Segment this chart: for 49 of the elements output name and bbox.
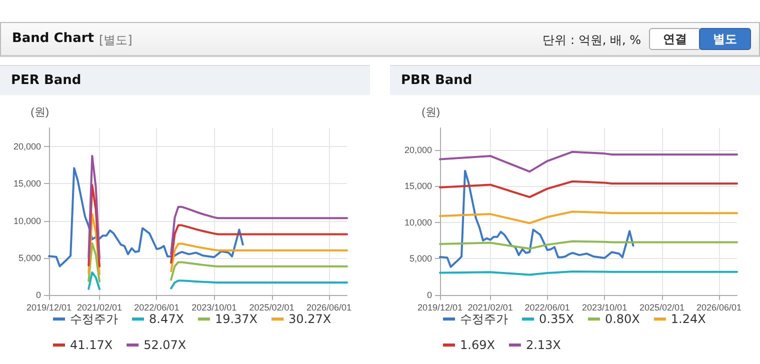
legend-label: 1.24X xyxy=(670,312,706,326)
y-tick-label: 10,000 xyxy=(13,216,41,226)
y-tick-label: 20,000 xyxy=(13,142,41,152)
legend-label: 1.69X xyxy=(460,338,495,352)
y-tick-label: 0 xyxy=(36,290,41,300)
y-tick-label: 15,000 xyxy=(13,178,41,189)
legend-label: 19.37X xyxy=(214,312,258,326)
x-tick-label: 2021/02/01 xyxy=(468,302,513,312)
text: 연결 xyxy=(649,28,701,50)
x-tick-label: 2026/06/01 xyxy=(696,302,742,312)
y-axis-title: (원) xyxy=(422,106,440,118)
x-tick-label: 2019/12/01 xyxy=(26,302,72,312)
line-series xyxy=(439,170,634,268)
legend-label: 52.07X xyxy=(144,338,186,352)
legend-label: 30.27X xyxy=(288,312,332,326)
text: 별도 xyxy=(699,28,751,50)
y-tick-label: 10,000 xyxy=(404,217,432,228)
line-series xyxy=(48,167,244,268)
y-tick-label: 20,000 xyxy=(404,144,432,155)
legend-label: 8.47X xyxy=(149,312,184,326)
legend-label: 0.35X xyxy=(539,312,574,326)
chart-title: PBR Band xyxy=(401,73,472,88)
text: [별도] xyxy=(99,32,132,49)
x-tick-label: 2025/02/01 xyxy=(639,302,685,312)
x-tick-label: 2022/06/01 xyxy=(134,302,180,312)
legend-label: 수정주가 xyxy=(460,312,508,326)
y-tick-label: 5,000 xyxy=(409,254,432,264)
line-series xyxy=(439,210,738,224)
line-series xyxy=(439,150,738,173)
line-series xyxy=(439,240,738,250)
y-tick-label: 5,000 xyxy=(18,252,41,263)
x-tick-label: 2026/06/01 xyxy=(306,302,352,312)
text: Band Chart xyxy=(12,31,94,46)
x-tick-label: 2023/10/01 xyxy=(582,302,628,312)
y-tick-label: 15,000 xyxy=(404,181,432,192)
x-tick-label: 2019/12/01 xyxy=(417,302,463,312)
y-axis-title: (원) xyxy=(30,106,49,118)
x-tick-label: 2023/10/01 xyxy=(192,302,237,312)
x-tick-label: 2022/06/01 xyxy=(524,302,570,312)
chart-title: PER Band xyxy=(11,73,82,88)
legend-label: 41.17X xyxy=(70,338,113,352)
y-tick-label: 0 xyxy=(426,290,432,300)
x-tick-label: 2021/02/01 xyxy=(76,302,122,312)
legend-label: 0.80X xyxy=(604,312,640,326)
x-tick-label: 2025/02/01 xyxy=(249,302,294,312)
legend-label: 2.13X xyxy=(526,338,561,352)
text: 단위 : 억원, 배, % xyxy=(542,32,641,49)
legend-label: 수정주가 xyxy=(70,312,118,326)
line-series xyxy=(439,180,738,198)
